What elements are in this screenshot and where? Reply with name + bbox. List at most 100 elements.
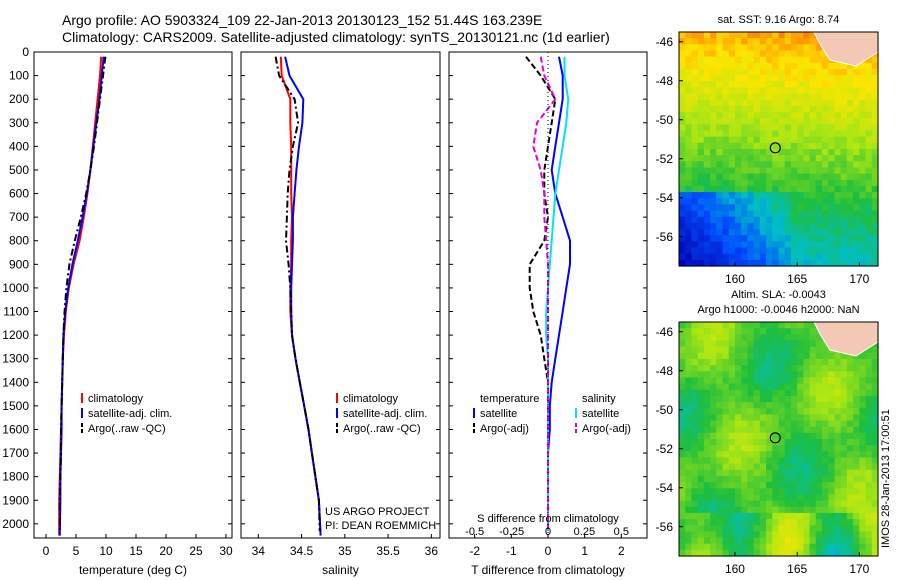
map-cell xyxy=(703,358,711,366)
map-cell xyxy=(784,457,792,465)
map-cell xyxy=(828,75,836,82)
map-cell xyxy=(747,432,755,440)
map-cell xyxy=(710,229,717,236)
map-cell xyxy=(728,161,736,169)
map-cell xyxy=(803,32,811,39)
map-cell xyxy=(735,210,742,218)
map-cell xyxy=(685,500,692,508)
map-cell xyxy=(834,408,842,415)
map-cell xyxy=(803,340,811,348)
map-cell xyxy=(815,463,823,471)
map-cell xyxy=(803,408,811,415)
map-cell xyxy=(803,68,811,76)
map-cell xyxy=(840,247,848,255)
map-cell xyxy=(784,247,792,255)
map-cell xyxy=(859,463,867,471)
map-cell xyxy=(747,124,755,132)
map-cell xyxy=(759,247,767,255)
map-cell xyxy=(871,439,879,446)
map-cell xyxy=(710,173,717,181)
map-cell xyxy=(784,68,792,76)
map-cell xyxy=(753,210,761,218)
map-cell xyxy=(834,81,842,89)
map-cell xyxy=(859,247,867,255)
map-cell xyxy=(859,445,867,452)
map-cell xyxy=(853,494,860,502)
map-cell xyxy=(766,142,773,150)
map-cell xyxy=(691,253,699,261)
map-cell xyxy=(716,543,724,551)
map-cell xyxy=(790,253,798,261)
map-cell xyxy=(803,463,811,471)
map-cell xyxy=(710,500,717,508)
map-cell xyxy=(815,155,823,162)
map-cell xyxy=(716,525,724,532)
map-cell xyxy=(772,198,780,206)
map-cell xyxy=(772,204,780,212)
map-cell xyxy=(735,179,742,187)
map-cell xyxy=(710,371,717,379)
map-cell xyxy=(846,358,854,366)
map-cell xyxy=(834,179,842,187)
map-cell xyxy=(703,414,711,422)
map-cell xyxy=(703,334,711,342)
map-cell xyxy=(679,475,686,483)
map-cell xyxy=(735,408,742,415)
map-cell xyxy=(703,457,711,465)
map-cell xyxy=(815,500,823,508)
map-cell xyxy=(846,142,854,150)
map-cell xyxy=(753,439,761,446)
map-cell xyxy=(728,475,736,483)
map-cell xyxy=(840,383,848,391)
map-cell xyxy=(772,506,780,514)
map-cell xyxy=(716,469,724,477)
map-cell xyxy=(815,87,823,95)
map-cell xyxy=(697,105,705,113)
map-cell xyxy=(691,512,699,520)
map-cell xyxy=(784,136,792,144)
map-cell xyxy=(778,87,786,95)
map-cell xyxy=(784,451,792,459)
map-cell xyxy=(784,50,792,58)
map-cell xyxy=(784,512,792,520)
map-cell xyxy=(722,118,730,125)
map-cell xyxy=(685,56,692,64)
map-cell xyxy=(753,543,761,551)
map-cell xyxy=(778,383,786,391)
map-cell xyxy=(822,222,829,230)
map-cell xyxy=(710,198,717,206)
map-cell xyxy=(753,222,761,230)
map-cell xyxy=(853,475,860,483)
map-cell xyxy=(741,105,748,113)
map-cell xyxy=(803,247,811,255)
map-cell xyxy=(853,185,860,193)
map-cell xyxy=(778,451,786,459)
map-cell xyxy=(840,549,848,557)
map-cell xyxy=(722,512,730,520)
map-cell xyxy=(691,118,699,125)
map-cell xyxy=(735,118,742,125)
map-cell xyxy=(846,118,854,125)
map-cell xyxy=(728,543,736,551)
map-cell xyxy=(747,451,755,459)
map-cell xyxy=(859,383,867,391)
map-cell xyxy=(766,62,773,70)
map-cell xyxy=(710,383,717,391)
map-cell xyxy=(759,414,767,422)
map-cell xyxy=(834,124,842,132)
map-cell xyxy=(716,75,724,82)
map-cell xyxy=(797,81,804,89)
map-cell xyxy=(766,537,773,545)
map-cell xyxy=(853,142,860,150)
map-cell xyxy=(828,494,836,502)
map-cell xyxy=(778,457,786,465)
map-cell xyxy=(766,87,773,95)
map-cell xyxy=(679,543,686,551)
y-tick-label: 400 xyxy=(9,139,29,153)
map-cell xyxy=(685,192,692,199)
map-cell xyxy=(846,81,854,89)
map-cell xyxy=(790,500,798,508)
map-cell xyxy=(747,457,755,465)
map-cell xyxy=(815,118,823,125)
map-cell xyxy=(710,358,717,366)
